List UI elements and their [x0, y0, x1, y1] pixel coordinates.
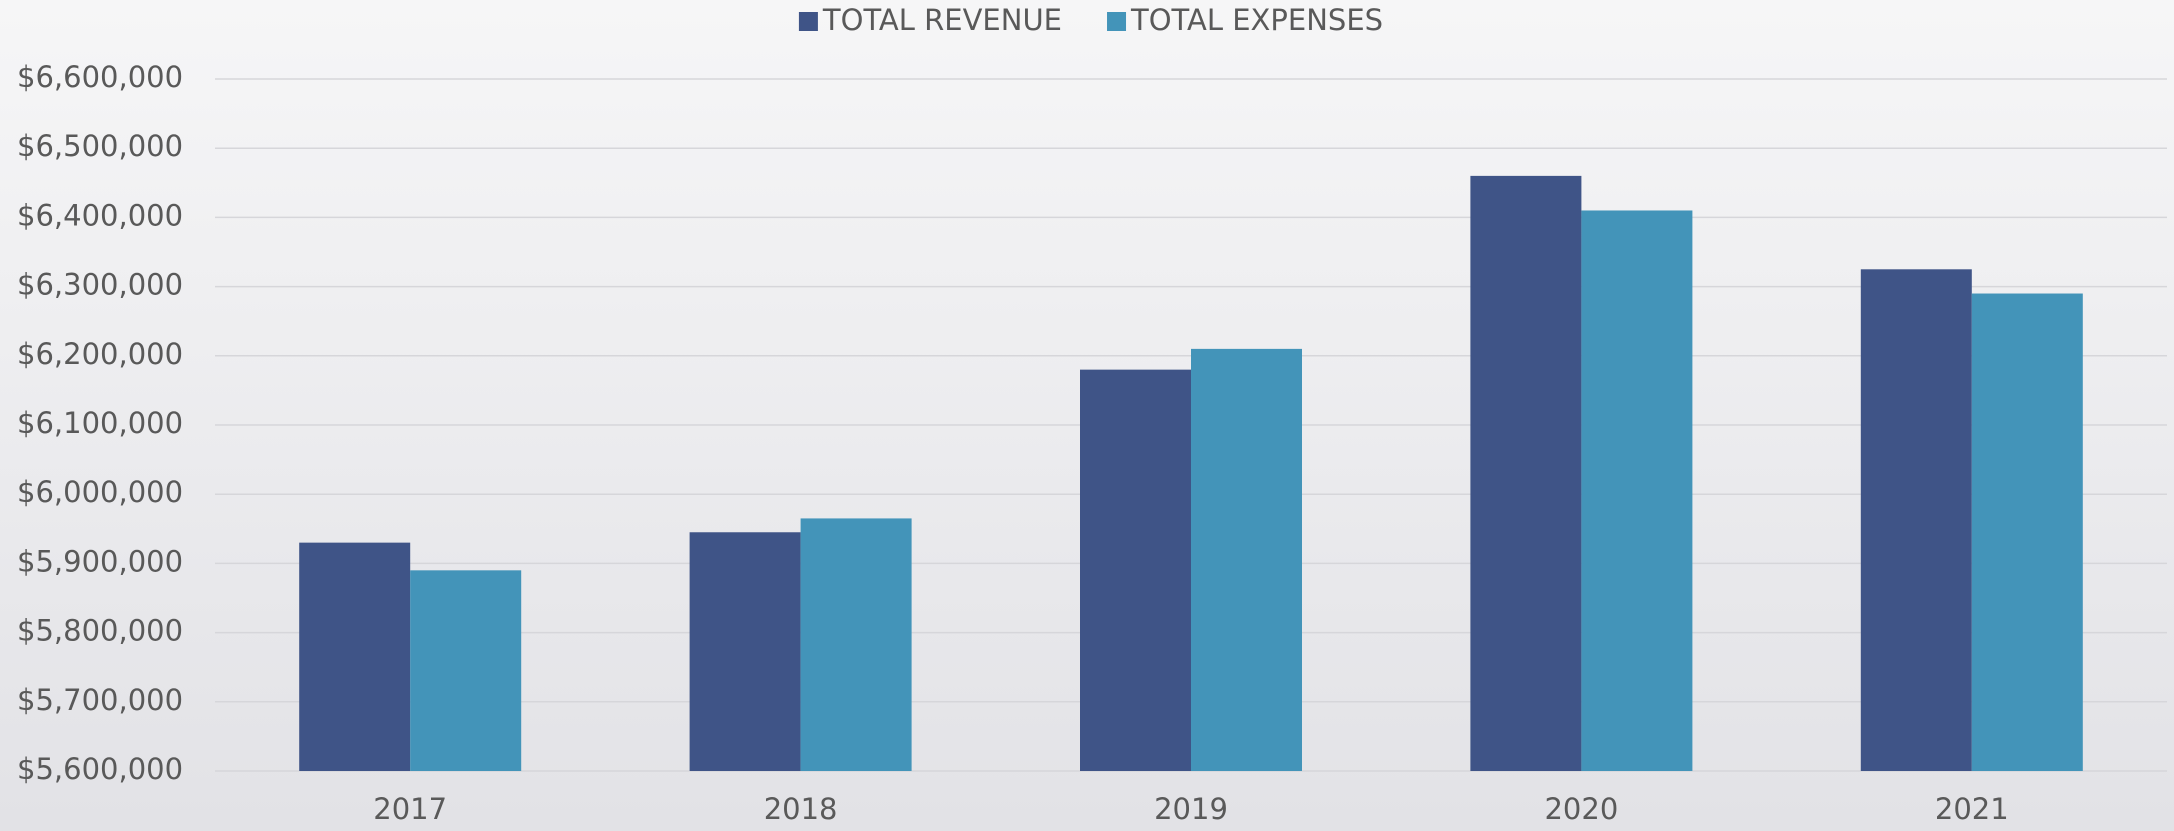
bar [1971, 293, 2083, 771]
x-tick-label: 2019 [1154, 792, 1228, 826]
y-tick-label: $5,900,000 [17, 544, 183, 578]
legend-swatch [798, 12, 818, 31]
bar [800, 518, 912, 771]
y-tick-label: $6,600,000 [17, 60, 183, 94]
y-tick-label: $6,200,000 [17, 337, 183, 371]
bar [1470, 175, 1582, 771]
y-tick-label: $5,800,000 [17, 614, 183, 648]
bar [689, 532, 801, 771]
y-tick-label: $6,400,000 [17, 198, 183, 232]
y-tick-label: $6,100,000 [17, 406, 183, 440]
y-tick-label: $6,300,000 [17, 268, 183, 302]
bar [299, 542, 411, 771]
y-tick-label: $5,700,000 [17, 683, 183, 717]
y-tick-label: $6,500,000 [17, 129, 183, 163]
bar [1191, 348, 1302, 771]
x-tick-label: 2018 [764, 792, 838, 826]
y-tick-label: $5,600,000 [17, 752, 183, 786]
bar [1860, 269, 1972, 771]
x-tick-label: 2021 [1935, 792, 2009, 826]
legend-swatch [1107, 12, 1127, 31]
bar [1581, 210, 1693, 772]
x-tick-label: 2017 [373, 792, 447, 826]
bar [1080, 369, 1191, 771]
y-tick-label: $6,000,000 [17, 475, 183, 509]
bar [410, 570, 522, 771]
legend-label: TOTAL EXPENSES [1130, 3, 1383, 37]
legend-label: TOTAL REVENUE [822, 3, 1062, 37]
x-tick-label: 2020 [1544, 792, 1618, 826]
